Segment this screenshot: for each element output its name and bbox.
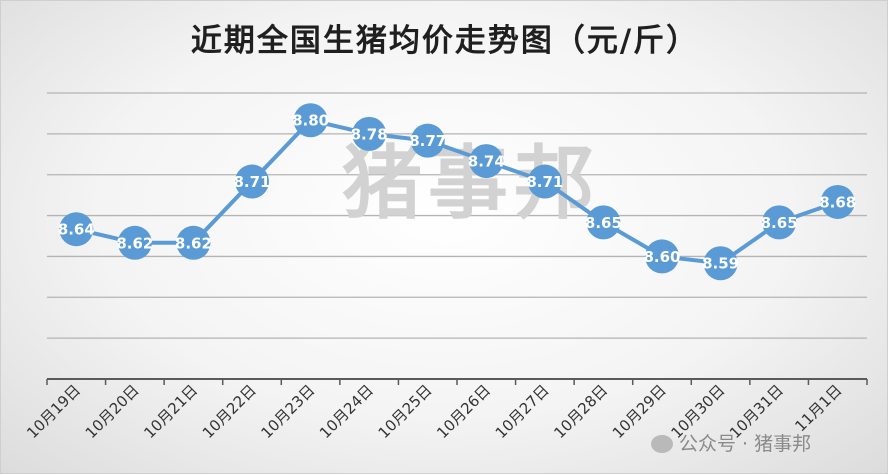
x-axis bbox=[46, 378, 868, 385]
data-label: 8.71 bbox=[526, 173, 563, 191]
x-tick-label: 10月22日 bbox=[199, 381, 260, 442]
x-tick-label: 10月21日 bbox=[140, 381, 201, 442]
data-label: 8.59 bbox=[702, 255, 739, 273]
data-label: 8.78 bbox=[351, 125, 388, 143]
x-tick-label: 11月1日 bbox=[791, 381, 845, 435]
data-point bbox=[469, 144, 504, 179]
data-point bbox=[527, 164, 562, 199]
footer-watermark-text: 公众号 · 猪事邦 bbox=[679, 433, 812, 455]
data-label: 8.74 bbox=[468, 153, 505, 171]
data-point bbox=[586, 205, 621, 240]
x-tick-label: 10月28日 bbox=[550, 381, 611, 442]
data-label: 8.71 bbox=[233, 173, 270, 191]
x-tick-label: 10月24日 bbox=[316, 381, 377, 442]
data-point bbox=[820, 184, 855, 219]
data-label: 8.60 bbox=[643, 248, 680, 266]
wechat-icon bbox=[651, 435, 673, 453]
data-label: 8.77 bbox=[409, 132, 446, 150]
x-tick-label: 10月19日 bbox=[23, 381, 84, 442]
x-tick-label: 10月25日 bbox=[375, 381, 436, 442]
data-point bbox=[235, 164, 269, 199]
data-point bbox=[59, 212, 94, 247]
data-label: 8.80 bbox=[292, 112, 329, 130]
data-label: 8.62 bbox=[116, 234, 153, 252]
data-point bbox=[352, 116, 387, 151]
data-label: 8.65 bbox=[761, 214, 798, 232]
data-label: 8.64 bbox=[58, 221, 95, 239]
data-point bbox=[176, 225, 211, 260]
data-point bbox=[410, 123, 445, 158]
x-tick-label: 10月26日 bbox=[433, 381, 494, 442]
x-tick-label: 10月20日 bbox=[82, 381, 143, 442]
data-point bbox=[703, 246, 738, 281]
x-tick-label: 10月23日 bbox=[257, 381, 318, 442]
data-point bbox=[645, 239, 679, 274]
data-points: 8.64 8.62 8.62 8.71 8.80 8.78 8.77 8.74 8.71 8.65… bbox=[58, 103, 856, 281]
chart-title: 近期全国生猪均价走势图（元/斤） bbox=[190, 23, 700, 59]
x-tick-label: 10月27日 bbox=[492, 381, 553, 442]
data-point bbox=[293, 103, 328, 138]
data-label: 8.62 bbox=[175, 234, 212, 252]
footer-watermark: 公众号 · 猪事邦 bbox=[651, 429, 811, 456]
data-point bbox=[117, 225, 152, 260]
data-label: 8.68 bbox=[819, 193, 856, 211]
data-point bbox=[762, 205, 797, 240]
data-label: 8.65 bbox=[585, 214, 622, 232]
